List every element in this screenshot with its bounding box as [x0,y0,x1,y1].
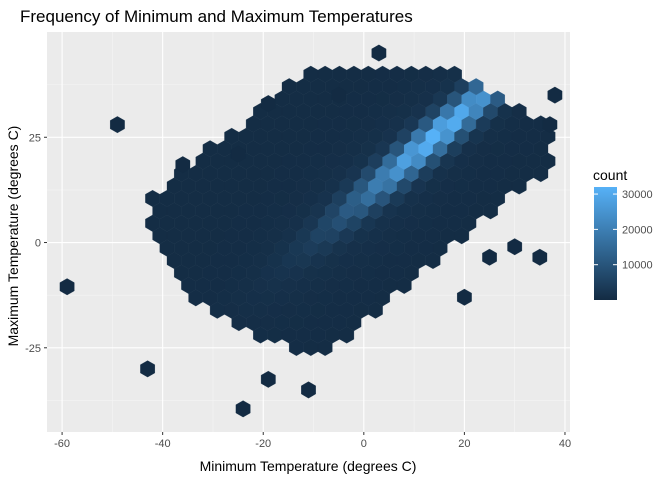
x-tick-label: 0 [361,438,367,450]
y-axis-title: Maximum Temperature (degrees C) [5,126,21,347]
legend-ticks: 10000 20000 30000 [594,189,653,272]
hex-bin [468,78,484,96]
x-axis-ticks: -60 -40 -20 0 20 40 [54,432,571,450]
hex-bin-outlier [140,360,155,378]
y-axis-ticks: -25 0 25 [25,132,47,355]
x-axis-title: Minimum Temperature (degrees C) [200,458,417,474]
y-tick-label: 25 [29,132,41,144]
x-tick-label: -60 [54,438,70,450]
y-tick-label: 0 [35,238,41,250]
hex-bin-outlier [230,145,246,163]
hex-bin [447,65,462,83]
hex-bin-outlier [507,238,523,256]
x-tick-label: -40 [155,438,171,450]
legend-label: 30000 [622,189,653,201]
y-tick-label: -25 [25,343,41,355]
hex-bin-outlier [331,86,347,104]
x-tick-label: 20 [458,438,470,450]
hex-bin-outlier [59,278,75,296]
hex-bin-outlier [260,95,276,113]
legend: count 10000 20000 30000 [593,167,653,300]
hex-bin-outlier [532,248,548,266]
legend-colorbar [594,187,617,300]
hex-bin-outlier [260,370,276,388]
hex-bin-outlier [371,44,387,62]
legend-label: 10000 [622,260,653,272]
hex-bin-outlier [235,400,251,418]
x-tick-label: 40 [559,438,571,450]
hex-bin-outlier [482,248,497,266]
hex-bin-outlier [542,116,558,134]
hex-bin-outlier [301,381,316,399]
x-tick-label: -20 [255,438,271,450]
hex-bin-outlier [457,288,472,306]
chart-title: Frequency of Minimum and Maximum Tempera… [20,7,413,26]
hex-bin-outlier [110,116,125,134]
hex-bin [511,103,527,120]
legend-title: count [593,167,627,183]
hex-bin-outlier [547,86,563,104]
hex-bin [490,90,505,108]
hex-bin-outlier [175,156,191,174]
legend-label: 20000 [622,224,653,236]
hex-layer [59,44,563,418]
